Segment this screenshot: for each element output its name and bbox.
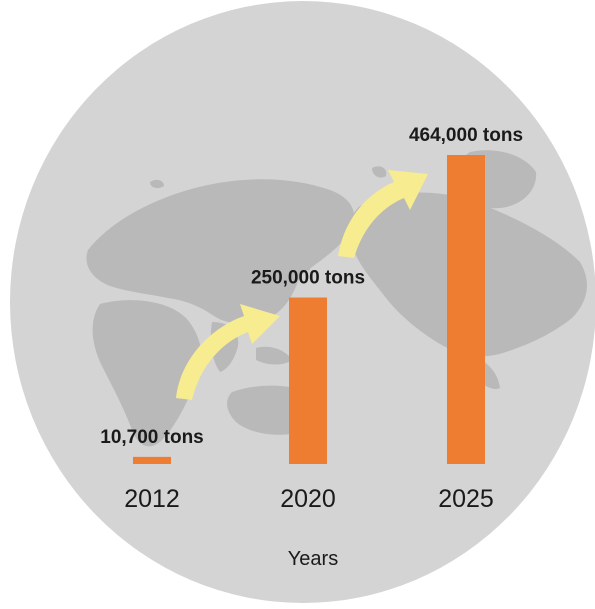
x-tick-label-2025: 2025	[438, 485, 494, 513]
data-label-2020: 250,000 tons	[251, 268, 365, 289]
x-axis-title: Years	[288, 548, 338, 570]
bar-2012	[133, 456, 171, 464]
bars-layer	[133, 155, 485, 464]
data-label-2012: 10,700 tons	[100, 427, 204, 448]
land-island-c	[300, 260, 311, 271]
x-tick-label-2020: 2020	[280, 485, 336, 513]
data-label-2025: 464,000 tons	[409, 125, 523, 146]
arrow-up-right-icon	[338, 170, 428, 258]
bar-2025	[447, 155, 485, 464]
bar-2020	[289, 297, 327, 464]
x-tick-label-2012: 2012	[124, 485, 180, 513]
land-island-a	[372, 166, 387, 178]
data-labels-layer: 10,700 tons 250,000 tons 464,000 tons	[100, 125, 523, 448]
land-island-b	[150, 179, 164, 189]
land-se-asia	[256, 346, 292, 365]
land-eurasia	[86, 179, 355, 324]
x-tick-labels-layer: 2012 2020 2025	[124, 485, 494, 513]
arrow-up-right-icon	[176, 304, 280, 400]
land-africa	[92, 300, 202, 447]
